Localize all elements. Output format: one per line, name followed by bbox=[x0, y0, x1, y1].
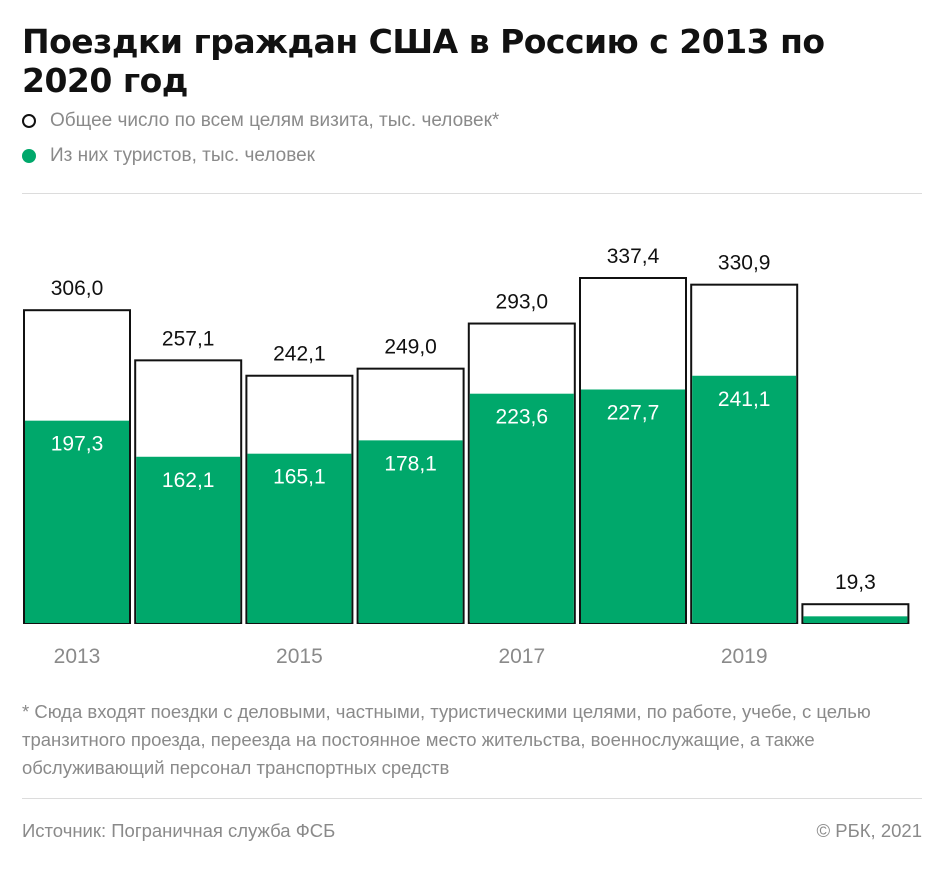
bar-tourists-2019 bbox=[692, 375, 797, 623]
footnote: * Сюда входят поездки с деловыми, частны… bbox=[22, 701, 871, 778]
legend-swatch-total bbox=[22, 114, 36, 128]
data-label-tourists-2015: 165,1 bbox=[273, 466, 326, 489]
data-label-total-2020: 19,3 bbox=[835, 571, 876, 594]
legend-swatch-tourists bbox=[22, 149, 36, 163]
legend-label-total: Общее число по всем целям визита, тыс. ч… bbox=[50, 110, 500, 131]
legend-label-tourists: Из них туристов, тыс. человек bbox=[50, 145, 315, 166]
bar-tourists-2014 bbox=[136, 456, 241, 623]
data-label-tourists-2013: 197,3 bbox=[51, 433, 104, 456]
data-label-total-2013: 306,0 bbox=[51, 277, 104, 300]
bar-tourists-2016 bbox=[358, 440, 463, 623]
data-label-tourists-2016: 178,1 bbox=[384, 452, 437, 475]
legend-item-total: Общее число по всем целям визита, тыс. ч… bbox=[22, 110, 499, 132]
x-tick-label-2017: 2017 bbox=[498, 645, 545, 668]
data-label-tourists-2017: 223,6 bbox=[496, 406, 549, 429]
data-label-total-2019: 330,9 bbox=[718, 252, 771, 275]
x-tick-label-2019: 2019 bbox=[721, 645, 768, 668]
legend-item-tourists: Из них туристов, тыс. человек bbox=[22, 145, 315, 167]
bar-tourists-2013 bbox=[25, 420, 129, 623]
source-text: Источник: Пограничная служба ФСБ bbox=[22, 820, 336, 841]
data-label-tourists-2014: 162,1 bbox=[162, 469, 215, 492]
copyright-text: © РБК, 2021 bbox=[816, 820, 922, 841]
data-label-total-2017: 293,0 bbox=[496, 291, 549, 314]
data-label-tourists-2018: 227,7 bbox=[607, 401, 660, 424]
data-label-tourists-2019: 241,1 bbox=[718, 388, 771, 411]
data-label-total-2014: 257,1 bbox=[162, 327, 215, 350]
chart-title: Поездки граждан США в Россию с 2013 по 2… bbox=[22, 22, 825, 100]
data-label-total-2015: 242,1 bbox=[273, 343, 326, 366]
data-label-total-2016: 249,0 bbox=[384, 336, 437, 359]
bar-tourists-2015 bbox=[247, 453, 352, 623]
bar-chart: 306,0 197,3 2013 257,1 162,1 242,1 165,1 2015 24… bbox=[23, 245, 910, 668]
header-divider bbox=[22, 193, 922, 194]
bar-tourists-2017 bbox=[469, 393, 574, 623]
bar-tourists-2018 bbox=[581, 389, 685, 623]
footer-divider bbox=[22, 798, 922, 799]
data-label-total-2018: 337,4 bbox=[607, 245, 660, 268]
x-tick-label-2015: 2015 bbox=[276, 645, 323, 668]
x-tick-label-2013: 2013 bbox=[54, 645, 101, 668]
bar-tourists-2020 bbox=[803, 616, 908, 623]
